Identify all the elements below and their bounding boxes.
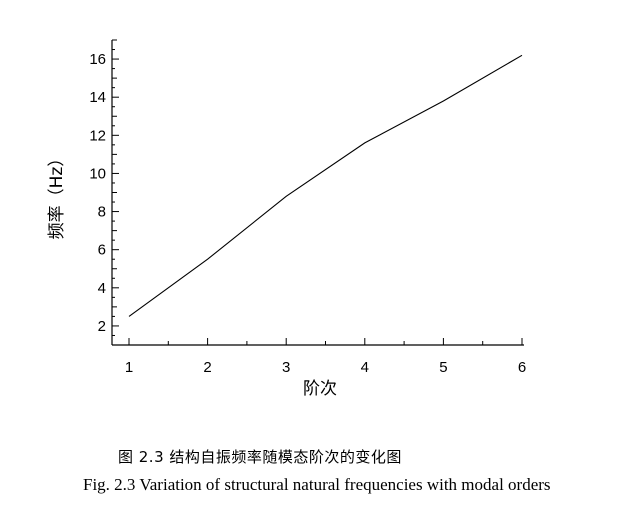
x-axis-title: 阶次 [303,379,337,399]
axes [111,40,524,346]
y-tick-label: 2 [98,318,106,335]
x-tick-label: 5 [439,359,447,376]
x-tick-label: 4 [361,359,369,376]
x-tick-label: 3 [282,359,290,376]
y-tick-label: 6 [98,242,106,259]
y-tick-label: 14 [89,89,106,106]
x-tick-label: 1 [125,359,133,376]
y-tick-label: 10 [89,165,106,182]
caption-chinese-text: 图 2.3 结构自振频率随模态阶次的变化图 [118,448,402,466]
figure-caption-english: Fig. 2.3 Variation of structural natural… [0,475,631,495]
y-tick-label: 16 [89,51,106,68]
x-tick-label: 2 [203,359,211,376]
series-line-0 [128,54,523,317]
caption-english-text: Fig. 2.3 Variation of structural natural… [83,475,551,494]
x-tick-label: 6 [518,359,526,376]
figure-caption-chinese: 图 2.3 结构自振频率随模态阶次的变化图 [0,446,631,467]
y-tick-label: 8 [98,204,106,221]
y-axis-title: 频率（Hz） [47,150,67,240]
y-tick-label: 12 [89,127,106,144]
y-tick-label: 4 [98,280,106,297]
series-lines [128,54,523,317]
